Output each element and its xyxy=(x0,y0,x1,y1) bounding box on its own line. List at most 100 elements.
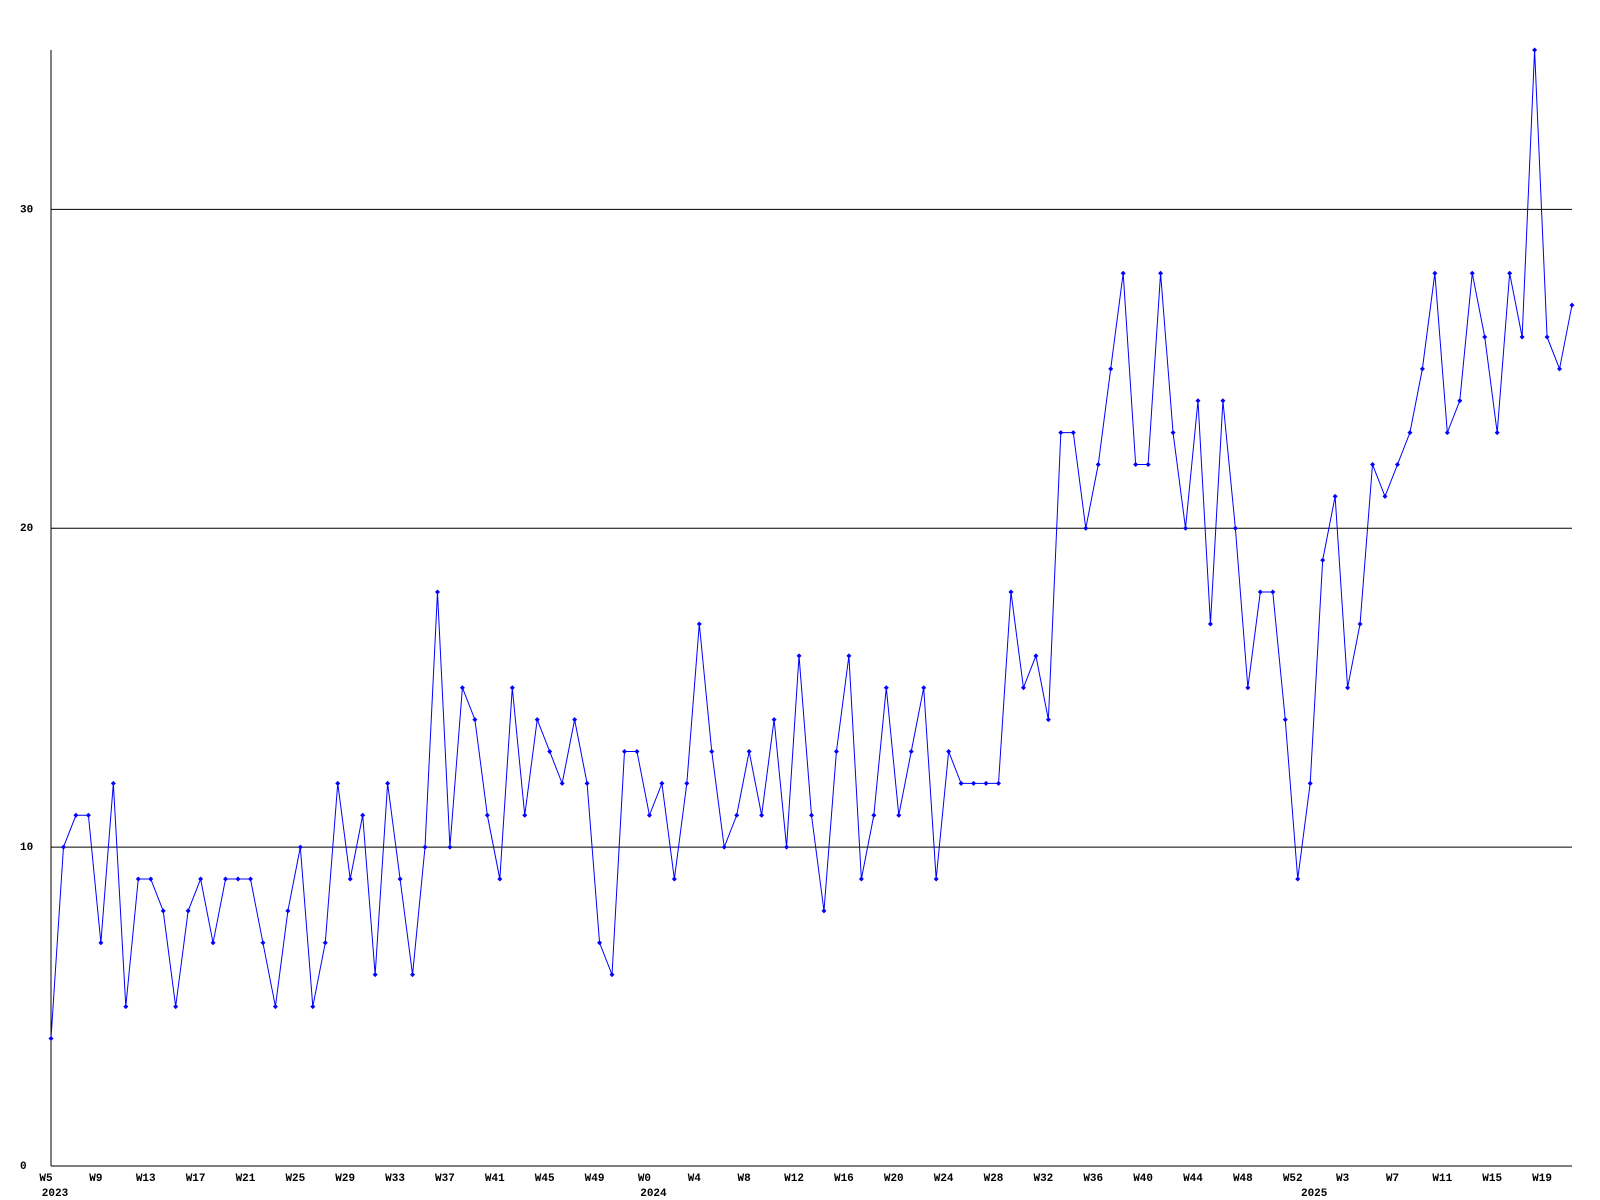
data-point xyxy=(1295,876,1301,882)
data-point xyxy=(160,908,166,914)
data-point xyxy=(1320,557,1326,563)
x-tick-label: W15 xyxy=(1482,1173,1502,1185)
x-tick-label: W0 xyxy=(638,1173,651,1185)
data-point xyxy=(1282,717,1288,723)
data-point xyxy=(696,621,702,627)
data-point xyxy=(422,844,428,850)
data-point xyxy=(148,876,154,882)
data-point xyxy=(821,908,827,914)
x-tick-label: W36 xyxy=(1083,1173,1103,1185)
data-point xyxy=(447,844,453,850)
x-tick-label: W40 xyxy=(1133,1173,1153,1185)
y-tick-label: 10 xyxy=(20,842,33,854)
data-point xyxy=(223,876,229,882)
data-point xyxy=(1532,47,1538,53)
data-point xyxy=(1482,334,1488,340)
x-tick-label: W16 xyxy=(834,1173,854,1185)
x-tick-label: W17 xyxy=(186,1173,206,1185)
x-year-label: 2024 xyxy=(640,1188,667,1200)
data-point xyxy=(272,1004,278,1010)
x-tick-label: W28 xyxy=(984,1173,1004,1185)
data-point xyxy=(609,972,615,978)
data-point xyxy=(497,876,503,882)
data-point xyxy=(198,876,204,882)
data-point xyxy=(1270,589,1276,595)
x-year-label: 2023 xyxy=(42,1188,69,1200)
data-point xyxy=(1070,430,1076,436)
data-point xyxy=(734,812,740,818)
x-tick-label: W29 xyxy=(335,1173,355,1185)
data-point xyxy=(1432,270,1438,276)
data-point xyxy=(646,812,652,818)
x-tick-label: W4 xyxy=(688,1173,702,1185)
x-tick-label: W3 xyxy=(1336,1173,1350,1185)
data-point xyxy=(896,812,902,818)
data-point xyxy=(1170,430,1176,436)
data-point xyxy=(1095,462,1101,468)
data-point xyxy=(60,844,66,850)
data-point xyxy=(48,1035,54,1041)
data-point xyxy=(1120,270,1126,276)
data-point xyxy=(958,780,964,786)
data-point xyxy=(946,748,952,754)
x-tick-label: W41 xyxy=(485,1173,505,1185)
data-point xyxy=(534,717,540,723)
data-point xyxy=(971,780,977,786)
data-point xyxy=(1033,653,1039,659)
x-tick-label: W20 xyxy=(884,1173,904,1185)
data-point xyxy=(98,940,104,946)
data-point xyxy=(1257,589,1263,595)
x-tick-label: W9 xyxy=(89,1173,102,1185)
data-point xyxy=(1419,366,1425,372)
data-point xyxy=(1457,398,1463,404)
data-point xyxy=(996,780,1002,786)
data-point xyxy=(908,748,914,754)
data-point xyxy=(597,940,603,946)
data-point xyxy=(1220,398,1226,404)
data-point xyxy=(1345,685,1351,691)
data-point xyxy=(1544,334,1550,340)
data-point xyxy=(247,876,253,882)
data-point xyxy=(185,908,191,914)
data-point xyxy=(1332,493,1338,499)
data-point xyxy=(559,780,565,786)
x-tick-label: W24 xyxy=(934,1173,954,1185)
data-point xyxy=(634,748,640,754)
data-point xyxy=(1494,430,1500,436)
data-point xyxy=(285,908,291,914)
x-tick-label: W48 xyxy=(1233,1173,1253,1185)
data-point xyxy=(809,812,814,818)
data-point xyxy=(385,780,391,786)
x-tick-label: W19 xyxy=(1532,1173,1552,1185)
data-point xyxy=(509,685,515,691)
data-point xyxy=(522,812,528,818)
data-point xyxy=(671,876,677,882)
data-point xyxy=(784,844,790,850)
data-point xyxy=(85,812,91,818)
x-tick-label: W33 xyxy=(385,1173,405,1185)
data-point xyxy=(73,812,79,818)
data-point xyxy=(721,844,727,850)
data-point xyxy=(1008,589,1014,595)
x-tick-label: W32 xyxy=(1033,1173,1053,1185)
data-point xyxy=(110,780,116,786)
data-point xyxy=(1557,366,1563,372)
data-point xyxy=(1370,462,1376,468)
data-point xyxy=(410,972,416,978)
data-point xyxy=(833,748,839,754)
data-point xyxy=(372,972,378,978)
data-point xyxy=(1183,525,1189,531)
data-line xyxy=(50,49,1573,1039)
data-point xyxy=(1195,398,1201,404)
y-tick-label: 20 xyxy=(20,523,33,535)
data-point xyxy=(310,1004,316,1010)
x-tick-label: W8 xyxy=(738,1173,752,1185)
data-point xyxy=(397,876,403,882)
data-point xyxy=(1207,621,1213,627)
data-point xyxy=(260,940,266,946)
data-point xyxy=(746,748,752,754)
data-point xyxy=(1158,270,1164,276)
x-tick-label: W13 xyxy=(136,1173,156,1185)
data-point xyxy=(1232,525,1238,531)
